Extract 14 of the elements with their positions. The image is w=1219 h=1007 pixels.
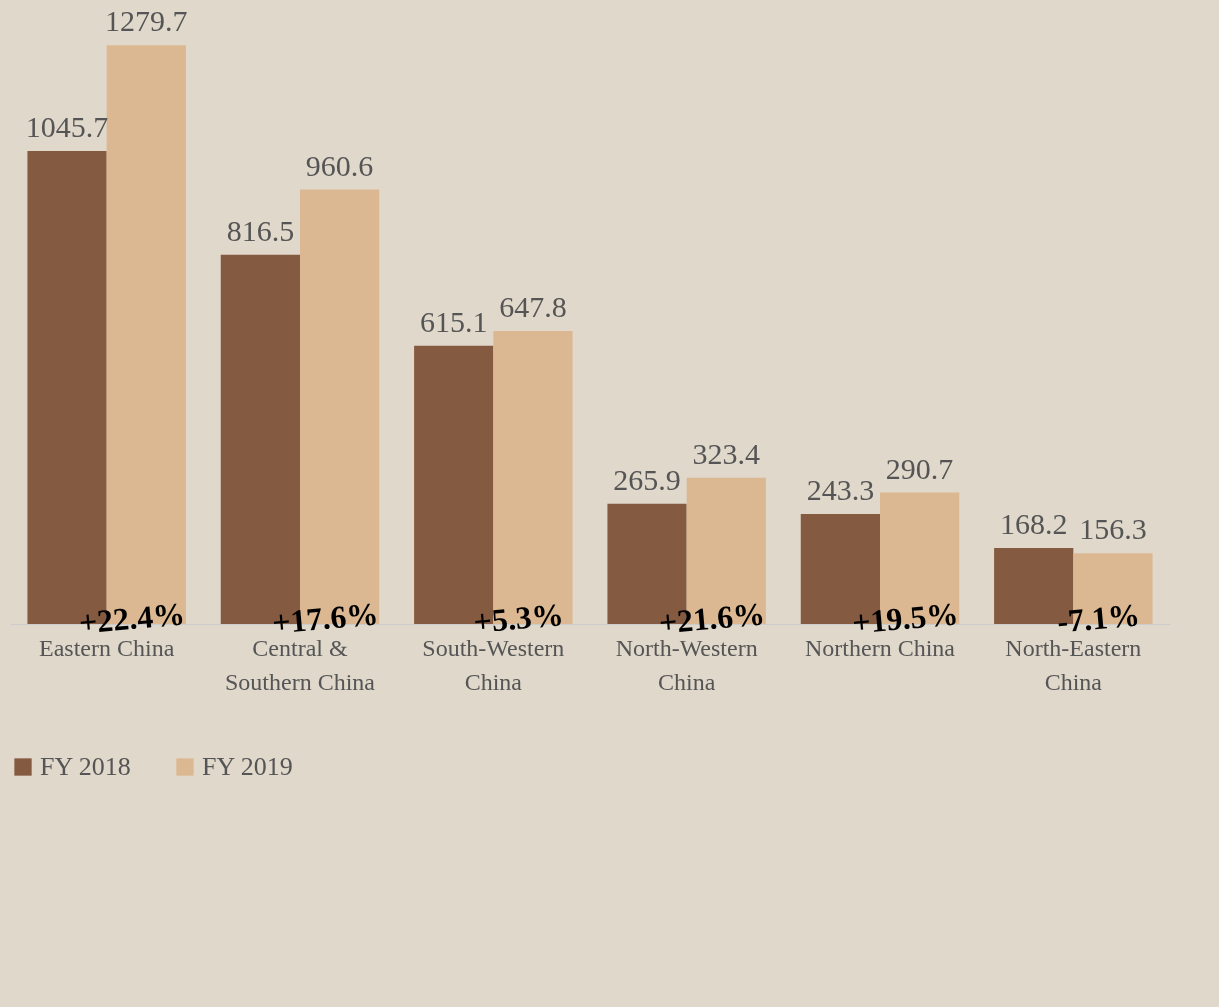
data-label: 615.1 [419, 304, 488, 338]
data-label: 647.8 [499, 290, 567, 323]
data-label: 816.5 [226, 213, 295, 247]
data-label: 168.2 [999, 506, 1068, 540]
data-label: 1045.7 [25, 110, 109, 144]
data-label: 1279.7 [105, 4, 188, 38]
data-label: 156.3 [1079, 512, 1147, 546]
data-label: 243.3 [806, 472, 875, 506]
data-label: 290.7 [885, 451, 954, 485]
data-label: 265.9 [613, 462, 681, 496]
data-label: 960.6 [305, 148, 374, 182]
legend-label: FY 2018 [40, 752, 131, 781]
legend-label: FY 2019 [202, 752, 293, 781]
data-label: 323.4 [692, 436, 761, 470]
